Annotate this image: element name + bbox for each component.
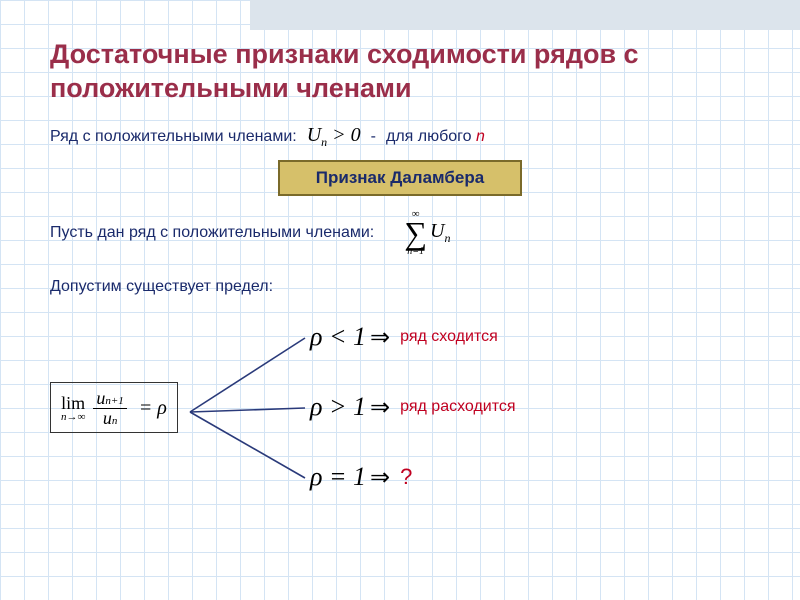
cond-gt1: ρ > 1 ⇒ [310,392,390,422]
suffix-n: n [476,128,485,145]
dash: - [371,128,376,146]
label-question: ? [400,464,412,490]
imply-icon: ⇒ [370,323,390,352]
imply-icon: ⇒ [370,393,390,422]
label-converges: ряд сходится [400,328,498,346]
sum-sub: n [445,231,451,245]
branch-line-3 [190,412,305,478]
cond-eq1: ρ = 1 ⇒ [310,462,390,492]
page-title: Достаточные признаки сходимости рядов с … [50,38,750,106]
fraction: un+1 un [93,389,126,428]
lim-under: n→∞ [61,412,85,423]
formula-un-gt-0: Un > 0 [307,124,361,150]
limit-diagram: lim n→∞ un+1 un = ρ ρ < 1 ⇒ ряд сходится [50,320,750,520]
branch-line-1 [190,338,305,412]
branch-diverges: ρ > 1 ⇒ ряд расходится [310,392,516,422]
branch-converges: ρ < 1 ⇒ ряд сходится [310,322,498,352]
formula-sub-n: n [321,135,327,149]
series-given-line: Пусть дан ряд с положительными членами: … [50,210,750,257]
label-diverges: ряд расходится [400,398,515,416]
definition-prefix: Ряд с положительными членами: [50,128,297,146]
formula-U: U [307,124,321,146]
formula-gt0: > 0 [332,124,361,146]
badge-container: Признак Даламбера [50,160,750,196]
dalembert-badge: Признак Даламбера [278,160,522,196]
imply-icon: ⇒ [370,463,390,492]
limit-box: lim n→∞ un+1 un = ρ [50,382,178,433]
sum-formula: ∞ ∑ n=1 Un [404,210,450,257]
definition-line: Ряд с положительными членами: Un > 0 - д… [50,124,750,150]
series-given-text: Пусть дан ряд с положительными членами: [50,224,374,242]
sigma-column: ∞ ∑ n=1 [404,210,427,257]
equals-rho: = ρ [139,397,167,420]
frac-num: un+1 [93,389,126,409]
cond-lt1: ρ < 1 ⇒ [310,322,390,352]
sum-U: U [430,220,444,242]
limit-assumption: Допустим существует предел: [50,278,750,296]
suffix-pre: для любого [386,128,476,145]
lim-text: lim n→∞ [61,394,85,423]
sum-term: Un [430,220,450,246]
branch-line-2 [190,408,305,412]
definition-suffix: для любого n [386,128,485,146]
lim-word: lim [61,394,85,412]
branch-inconclusive: ρ = 1 ⇒ ? [310,462,412,492]
sigma-bottom: n=1 [407,248,424,257]
slide-content: Достаточные признаки сходимости рядов с … [0,0,800,520]
sigma-symbol: ∑ [404,219,427,248]
frac-den: un [100,409,121,428]
